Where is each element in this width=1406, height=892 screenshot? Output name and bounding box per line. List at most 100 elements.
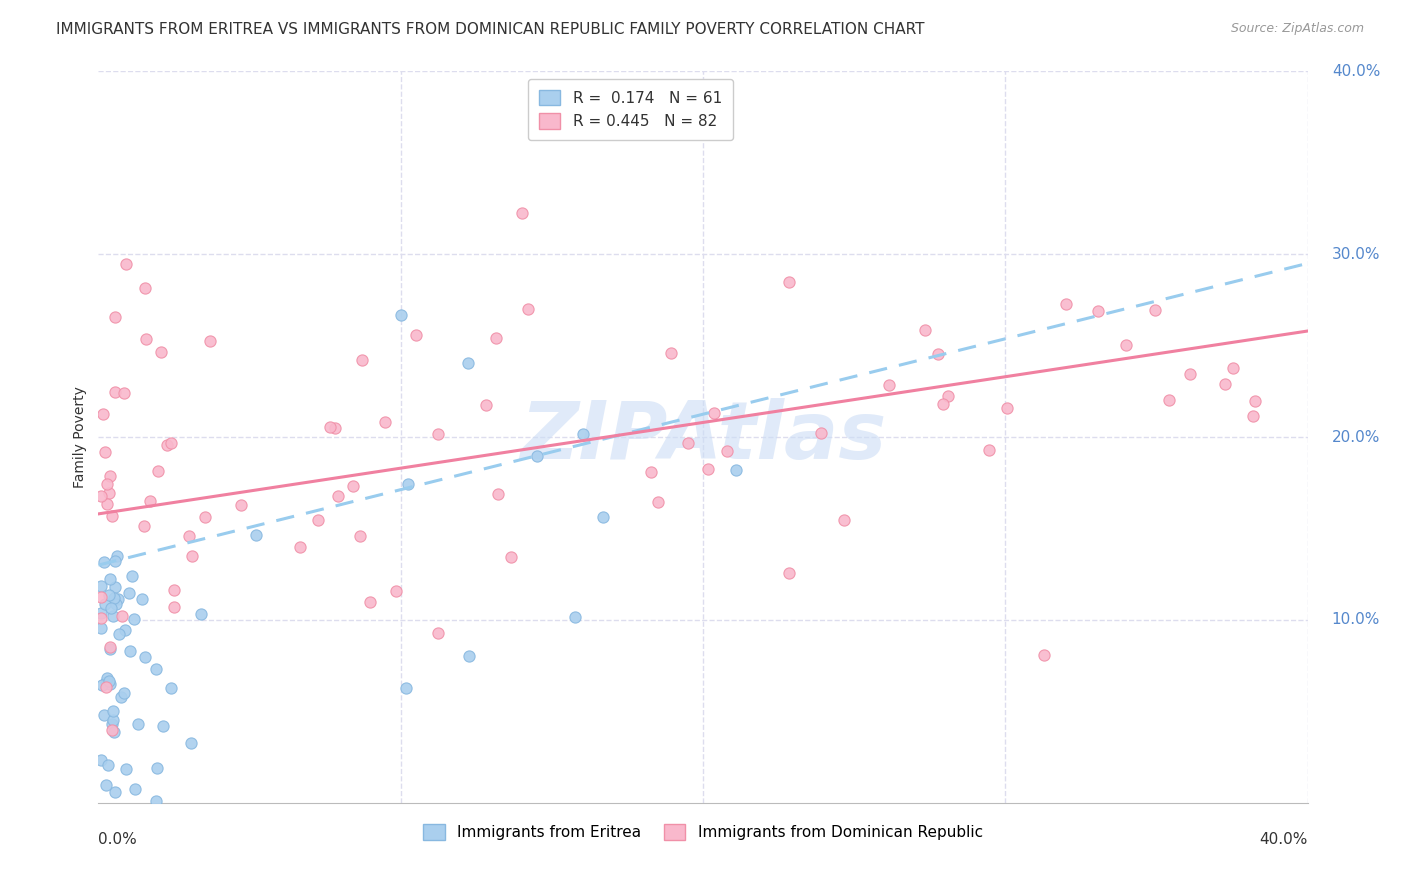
- Point: [486, 487, 509, 501]
- Point: [1032, 648, 1054, 662]
- Point: [517, 301, 540, 316]
- Point: [114, 623, 136, 637]
- Point: [977, 443, 1000, 458]
- Point: [1241, 409, 1264, 424]
- Point: [134, 650, 156, 665]
- Point: [100, 723, 122, 737]
- Point: [112, 686, 135, 700]
- Point: [229, 499, 252, 513]
- Point: [1115, 338, 1137, 352]
- Point: [879, 378, 901, 392]
- Point: [96, 672, 118, 686]
- Point: [932, 397, 955, 411]
- Point: [112, 385, 135, 400]
- Point: [90, 490, 112, 504]
- Point: [162, 582, 184, 597]
- Point: [139, 494, 162, 508]
- Point: [111, 609, 134, 624]
- Point: [160, 681, 183, 695]
- Point: [96, 778, 118, 792]
- Point: [724, 462, 747, 476]
- Point: [485, 331, 508, 345]
- Point: [290, 540, 312, 554]
- Text: 30.0%: 30.0%: [1331, 247, 1381, 261]
- Point: [696, 462, 718, 476]
- Point: [564, 610, 586, 624]
- Point: [326, 490, 349, 504]
- Point: [101, 713, 124, 727]
- Point: [110, 690, 132, 704]
- Point: [105, 597, 128, 611]
- Point: [180, 549, 202, 564]
- Point: [475, 398, 498, 412]
- Point: [245, 527, 267, 541]
- Point: [716, 443, 738, 458]
- Point: [98, 677, 121, 691]
- Point: [104, 785, 127, 799]
- Point: [1222, 361, 1244, 376]
- Point: [90, 621, 112, 635]
- Point: [349, 529, 371, 543]
- Point: [107, 591, 129, 606]
- Point: [90, 579, 112, 593]
- Y-axis label: Family Poverty: Family Poverty: [73, 386, 87, 488]
- Point: [103, 591, 125, 605]
- Text: 40.0%: 40.0%: [1331, 64, 1381, 78]
- Point: [96, 477, 118, 491]
- Point: [94, 681, 117, 695]
- Point: [1054, 297, 1077, 311]
- Point: [426, 626, 449, 640]
- Point: [177, 529, 200, 543]
- Point: [405, 328, 427, 343]
- Point: [98, 642, 121, 657]
- Point: [90, 590, 112, 604]
- Point: [389, 308, 412, 322]
- Text: Source: ZipAtlas.com: Source: ZipAtlas.com: [1230, 22, 1364, 36]
- Point: [307, 512, 329, 526]
- Point: [778, 275, 800, 289]
- Point: [101, 716, 124, 731]
- Point: [97, 588, 120, 602]
- Text: IMMIGRANTS FROM ERITREA VS IMMIGRANTS FROM DOMINICAN REPUBLIC FAMILY POVERTY COR: IMMIGRANTS FROM ERITREA VS IMMIGRANTS FR…: [56, 22, 925, 37]
- Point: [114, 257, 136, 271]
- Point: [135, 332, 157, 346]
- Point: [592, 509, 614, 524]
- Point: [526, 449, 548, 463]
- Point: [90, 606, 112, 620]
- Text: 20.0%: 20.0%: [1331, 430, 1381, 444]
- Point: [1144, 302, 1167, 317]
- Point: [93, 555, 115, 569]
- Point: [510, 205, 533, 219]
- Point: [927, 347, 949, 361]
- Point: [396, 476, 419, 491]
- Point: [156, 437, 179, 451]
- Point: [384, 583, 406, 598]
- Legend: Immigrants from Eritrea, Immigrants from Dominican Republic: Immigrants from Eritrea, Immigrants from…: [418, 818, 988, 847]
- Point: [94, 445, 117, 459]
- Text: 0.0%: 0.0%: [98, 832, 138, 847]
- Point: [810, 425, 832, 440]
- Point: [118, 585, 141, 599]
- Point: [97, 486, 120, 500]
- Point: [350, 353, 373, 368]
- Point: [1244, 393, 1267, 408]
- Point: [145, 794, 167, 808]
- Point: [98, 572, 121, 586]
- Point: [1159, 392, 1181, 407]
- Point: [678, 435, 700, 450]
- Point: [127, 716, 149, 731]
- Point: [98, 469, 121, 483]
- Point: [98, 673, 121, 688]
- Point: [190, 607, 212, 622]
- Point: [103, 725, 125, 739]
- Point: [91, 407, 114, 421]
- Point: [90, 611, 112, 625]
- Point: [134, 281, 156, 295]
- Point: [647, 494, 669, 508]
- Point: [342, 479, 364, 493]
- Point: [98, 640, 121, 654]
- Point: [152, 719, 174, 733]
- Point: [499, 549, 522, 564]
- Point: [1180, 367, 1202, 381]
- Text: 10.0%: 10.0%: [1331, 613, 1381, 627]
